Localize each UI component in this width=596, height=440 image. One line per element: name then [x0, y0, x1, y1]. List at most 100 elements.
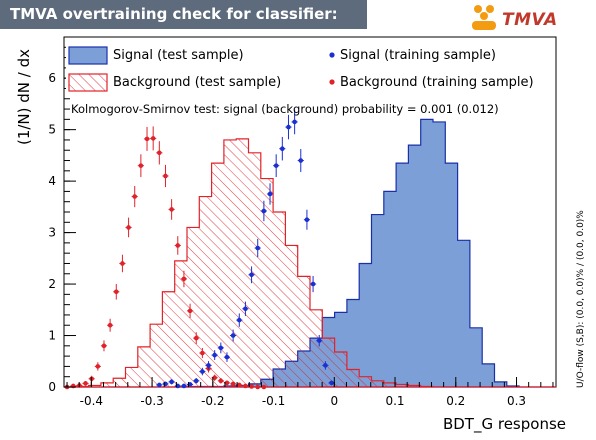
- signal-train-point-marker: [267, 191, 273, 197]
- signal-train-point-marker: [224, 354, 230, 360]
- background-train-point: [193, 332, 200, 344]
- signal-train-point: [199, 367, 206, 376]
- background-train-point: [143, 126, 151, 151]
- background-train-point: [82, 381, 89, 386]
- signal-train-point: [297, 149, 304, 173]
- background-train-point-marker: [107, 322, 113, 328]
- background-train-point-marker: [113, 289, 119, 295]
- logo-dots: [472, 5, 496, 30]
- background-train-point-marker: [249, 384, 254, 389]
- signal-train-point-marker: [292, 119, 297, 125]
- background-train-point: [150, 126, 157, 151]
- background-train-point: [94, 362, 101, 371]
- signal-train-point: [193, 378, 200, 384]
- background-train-point: [125, 217, 132, 238]
- background-train-point-marker: [187, 308, 193, 314]
- x-tick-label: 0.2: [446, 394, 465, 408]
- background-train-point: [187, 303, 194, 318]
- signal-train-point: [285, 114, 292, 140]
- signal-train-point: [168, 379, 175, 385]
- background-train-point-marker: [193, 335, 199, 341]
- signal-train-point-marker: [157, 382, 162, 388]
- signal-train-point: [248, 266, 255, 284]
- signal-train-point: [328, 380, 335, 386]
- signal-train-point-marker: [236, 317, 242, 323]
- background-train-point-marker: [218, 378, 224, 384]
- signal-train-point: [242, 301, 249, 316]
- background-train-point-marker: [261, 384, 267, 390]
- y-tick-label: 1: [48, 329, 56, 343]
- signal-train-point-marker: [304, 217, 310, 223]
- background-test-histogram: [64, 138, 556, 388]
- background-train-point: [230, 381, 237, 387]
- y-axis-label: (1/N) dN / dx: [15, 48, 33, 146]
- ks-test-annotation: Kolmogorov-Smirnov test: signal (backgro…: [71, 102, 499, 116]
- background-test-area: [64, 138, 556, 388]
- signal-train-point-marker: [316, 338, 322, 343]
- legend-label-signal-train: Signal (training sample): [340, 48, 496, 63]
- tmva-logo: [472, 5, 496, 30]
- signal-train-point: [316, 334, 323, 347]
- signal-train-point-marker: [200, 369, 205, 374]
- signal-train-point: [273, 154, 280, 178]
- background-train-point-marker: [163, 173, 168, 179]
- background-train-point: [174, 236, 181, 255]
- legend: Signal (test sample) Signal (training sa…: [66, 42, 553, 95]
- signal-train-point: [211, 350, 218, 361]
- y-tick-label: 2: [48, 277, 56, 291]
- background-train-point-marker: [236, 382, 242, 388]
- legend-label-signal-test: Signal (test sample): [113, 48, 244, 63]
- signal-train-point: [303, 209, 310, 230]
- background-train-point: [107, 318, 114, 332]
- background-train-point: [162, 164, 169, 188]
- x-tick-label: 0.3: [507, 394, 526, 408]
- signal-train-point-marker: [298, 158, 304, 163]
- background-train-point: [137, 154, 144, 178]
- background-train-point: [180, 270, 187, 288]
- legend-signal-test-swatch: [68, 46, 108, 65]
- background-train-point-marker: [132, 194, 138, 199]
- legend-label-background-train: Background (training sample): [340, 75, 534, 90]
- x-tick-label: -0.1: [262, 394, 285, 408]
- x-tick-label: -0.2: [201, 394, 224, 408]
- background-train-point-marker: [126, 225, 131, 230]
- background-train-point: [168, 199, 175, 220]
- overflow-note: U/O-flow (S,B): (0.0, 0.0)% / (0.0, 0.0)…: [576, 210, 586, 388]
- background-train-point-marker: [157, 150, 162, 156]
- background-train-point: [119, 254, 126, 273]
- signal-train-point: [254, 238, 261, 258]
- background-train-point: [113, 283, 120, 300]
- y-tick-label: 6: [48, 71, 56, 85]
- background-train-point-marker: [169, 207, 174, 212]
- signal-train-point: [205, 361, 212, 370]
- background-train-point: [242, 383, 249, 389]
- x-tick-label: 0.1: [385, 394, 404, 408]
- signal-train-point: [279, 136, 286, 161]
- signal-train-point-marker: [261, 208, 267, 214]
- logo-text: TMVA: [502, 10, 558, 30]
- legend-background-test-swatch: [68, 73, 108, 92]
- background-train-point-marker: [144, 136, 150, 142]
- legend-signal-train-marker: [329, 52, 335, 58]
- background-train-point: [100, 340, 108, 352]
- background-train-point-marker: [243, 383, 248, 389]
- signal-train-point-marker: [218, 345, 224, 351]
- background-train-point-marker: [70, 383, 76, 389]
- axes: -0.4 -0.3 -0.2 -0.1 0 0.1 0.2 0.3 0 1 2 3 4 5 6: [48, 36, 554, 408]
- background-train-point-marker: [175, 243, 181, 248]
- background-train-point: [131, 185, 138, 208]
- background-train-point: [254, 384, 261, 390]
- background-train-point-marker: [83, 381, 88, 386]
- y-tick-label: 0: [48, 380, 56, 394]
- background-train-point-marker: [200, 350, 205, 356]
- background-train-point-marker: [101, 343, 107, 349]
- plot-title: TMVA overtraining check for classifier: …: [0, 0, 367, 52]
- background-train-point-marker: [95, 364, 101, 369]
- signal-train-point: [266, 183, 274, 205]
- signal-train-point-marker: [206, 363, 211, 368]
- signal-train-point-marker: [212, 352, 217, 358]
- background-train-point: [199, 347, 206, 359]
- signal-train-point: [156, 382, 163, 388]
- x-tick-label: -0.4: [80, 394, 103, 408]
